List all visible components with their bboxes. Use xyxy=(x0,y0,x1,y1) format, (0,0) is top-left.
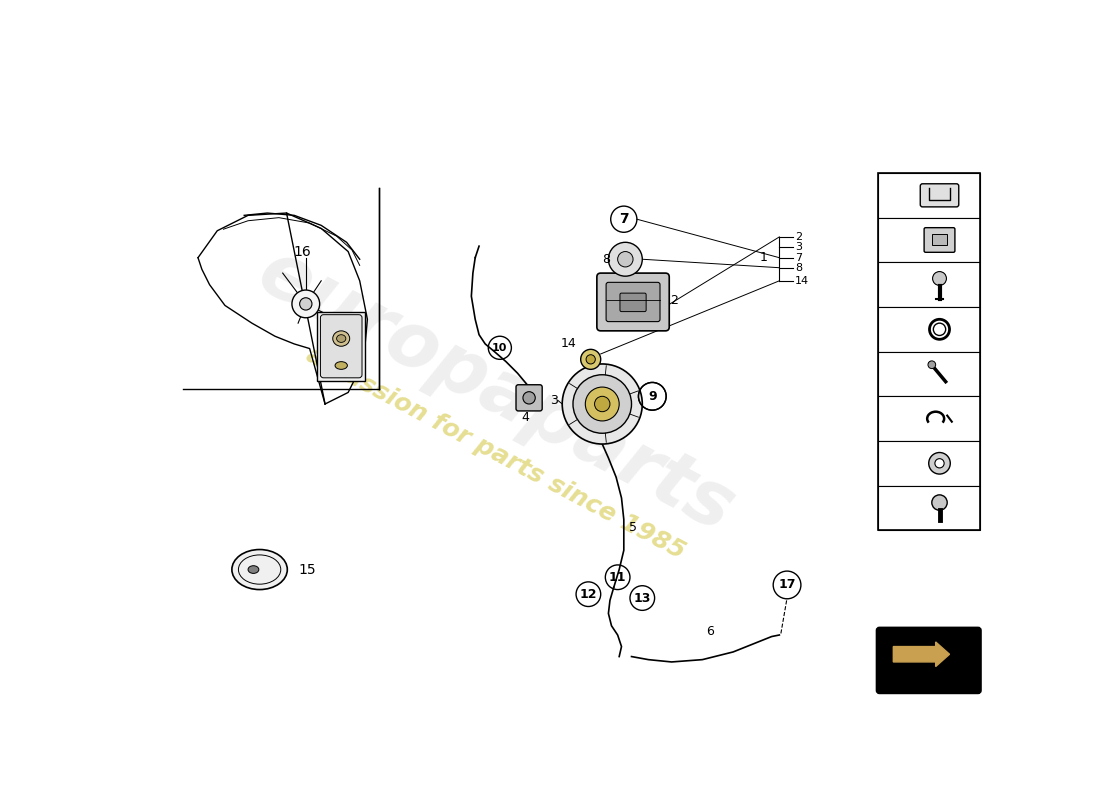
Text: 11: 11 xyxy=(886,322,905,337)
Text: europaparts: europaparts xyxy=(245,235,747,548)
Bar xyxy=(878,173,979,218)
Circle shape xyxy=(573,374,631,434)
Ellipse shape xyxy=(232,550,287,590)
Text: 17: 17 xyxy=(779,578,795,591)
Text: 7: 7 xyxy=(794,253,802,262)
Circle shape xyxy=(594,396,609,412)
Text: 9: 9 xyxy=(886,456,895,470)
FancyBboxPatch shape xyxy=(877,627,981,694)
FancyBboxPatch shape xyxy=(932,234,947,245)
Text: 1: 1 xyxy=(760,251,768,264)
Circle shape xyxy=(933,271,946,286)
Circle shape xyxy=(586,354,595,364)
FancyBboxPatch shape xyxy=(924,228,955,252)
FancyBboxPatch shape xyxy=(606,282,660,322)
Text: 14: 14 xyxy=(561,338,576,350)
Ellipse shape xyxy=(336,362,348,370)
Text: 8: 8 xyxy=(886,411,895,426)
Text: 11: 11 xyxy=(609,570,626,584)
Text: 17: 17 xyxy=(886,188,905,203)
Circle shape xyxy=(562,364,642,444)
Circle shape xyxy=(932,495,947,510)
Text: 7: 7 xyxy=(886,366,895,382)
Bar xyxy=(878,173,979,530)
Ellipse shape xyxy=(249,566,258,574)
Text: 2: 2 xyxy=(794,232,802,242)
Circle shape xyxy=(581,350,601,370)
Text: 7: 7 xyxy=(619,212,628,226)
Text: 9: 9 xyxy=(648,390,657,403)
Bar xyxy=(878,486,979,530)
Text: 8: 8 xyxy=(794,262,802,273)
Bar xyxy=(878,396,979,441)
Text: 8: 8 xyxy=(602,253,609,266)
Text: 13: 13 xyxy=(886,233,905,247)
Text: 5: 5 xyxy=(629,521,637,534)
Text: 12: 12 xyxy=(580,588,597,601)
Ellipse shape xyxy=(332,331,350,346)
Circle shape xyxy=(928,361,936,369)
Bar xyxy=(878,441,979,486)
FancyBboxPatch shape xyxy=(620,293,646,311)
Text: 2: 2 xyxy=(670,294,678,306)
Circle shape xyxy=(299,298,312,310)
Text: 10: 10 xyxy=(492,342,507,353)
FancyBboxPatch shape xyxy=(320,314,362,378)
Bar xyxy=(878,307,979,352)
FancyBboxPatch shape xyxy=(921,184,959,207)
Text: a passion for parts since 1985: a passion for parts since 1985 xyxy=(302,342,690,564)
Bar xyxy=(878,352,979,396)
Text: 10: 10 xyxy=(886,501,905,515)
Text: 809 01: 809 01 xyxy=(900,674,958,689)
Circle shape xyxy=(935,458,944,468)
Circle shape xyxy=(618,251,634,267)
Bar xyxy=(878,218,979,262)
Text: 15: 15 xyxy=(298,562,316,577)
Circle shape xyxy=(608,242,642,276)
Text: 6: 6 xyxy=(706,625,714,638)
Circle shape xyxy=(928,453,950,474)
Text: 3: 3 xyxy=(794,242,802,252)
Text: 14: 14 xyxy=(794,276,808,286)
Text: 4: 4 xyxy=(521,410,529,423)
Ellipse shape xyxy=(337,334,345,342)
Text: 16: 16 xyxy=(293,245,311,258)
Text: 3: 3 xyxy=(550,394,558,406)
Text: 13: 13 xyxy=(634,591,651,605)
Circle shape xyxy=(522,392,536,404)
FancyBboxPatch shape xyxy=(516,385,542,411)
Text: 12: 12 xyxy=(886,277,905,292)
FancyArrow shape xyxy=(893,642,949,666)
FancyBboxPatch shape xyxy=(597,273,669,331)
FancyBboxPatch shape xyxy=(318,311,365,381)
Circle shape xyxy=(292,290,320,318)
Circle shape xyxy=(585,387,619,421)
Bar xyxy=(878,262,979,307)
